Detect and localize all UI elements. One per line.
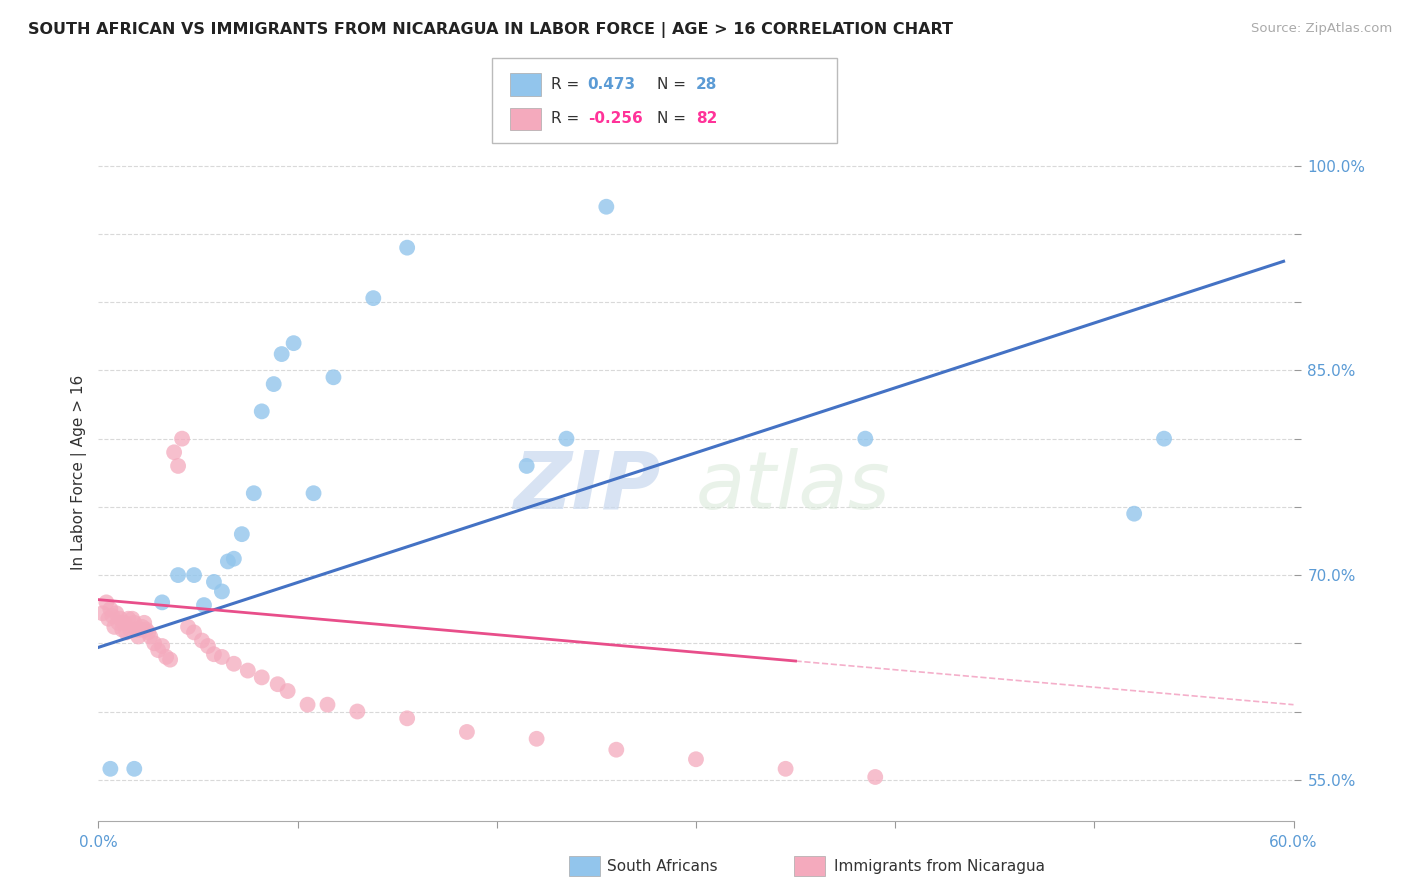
Point [202, 574, 225, 589]
Point [167, 568, 190, 582]
Text: Source: ZipAtlas.com: Source: ZipAtlas.com [1251, 22, 1392, 36]
Point [775, 762, 797, 776]
Text: 28: 28 [696, 77, 717, 92]
Point [202, 647, 225, 661]
Point [105, 607, 128, 621]
Point [150, 595, 173, 609]
Point [127, 630, 149, 644]
Point [863, 770, 886, 784]
Point [222, 657, 245, 671]
Point [159, 653, 181, 667]
Point [526, 731, 548, 746]
Point [167, 458, 190, 473]
Text: atlas: atlas [696, 448, 891, 525]
Point [1153, 432, 1175, 446]
Point [211, 649, 233, 664]
Point [685, 752, 707, 766]
Point [117, 612, 139, 626]
Text: R =: R = [551, 77, 579, 92]
Point [98, 602, 122, 616]
Point [277, 684, 299, 698]
Point [193, 598, 215, 612]
Text: 82: 82 [696, 112, 717, 127]
Point [250, 404, 273, 418]
Point [396, 241, 419, 255]
Point [363, 291, 385, 305]
Point [346, 705, 368, 719]
Point [101, 609, 124, 624]
Point [135, 623, 157, 637]
Point [124, 615, 146, 630]
Point [163, 445, 186, 459]
Text: -0.256: -0.256 [588, 112, 643, 127]
Point [91, 607, 114, 621]
Point [197, 639, 219, 653]
Text: Immigrants from Nicaragua: Immigrants from Nicaragua [834, 859, 1045, 873]
Point [270, 347, 292, 361]
Point [134, 615, 156, 630]
Point [98, 762, 122, 776]
Point [231, 527, 253, 541]
Point [297, 698, 319, 712]
Point [125, 623, 148, 637]
Point [139, 630, 162, 644]
Point [1123, 507, 1146, 521]
Point [516, 458, 538, 473]
Y-axis label: In Labor Force | Age > 16: In Labor Force | Age > 16 [72, 376, 87, 570]
Point [605, 742, 627, 756]
Point [129, 623, 152, 637]
Point [115, 625, 138, 640]
Point [110, 612, 132, 626]
Point [595, 200, 617, 214]
Point [172, 432, 194, 446]
Point [302, 486, 325, 500]
Text: ZIP: ZIP [513, 448, 661, 525]
Point [136, 625, 159, 640]
Point [107, 615, 129, 630]
Point [191, 633, 214, 648]
Point [211, 584, 233, 599]
Point [183, 568, 205, 582]
Point [243, 486, 266, 500]
Point [97, 612, 120, 626]
Point [555, 432, 578, 446]
Point [143, 636, 166, 650]
Point [222, 551, 245, 566]
Point [124, 762, 146, 776]
Point [150, 639, 173, 653]
Point [96, 595, 118, 609]
Point [131, 620, 153, 634]
Text: SOUTH AFRICAN VS IMMIGRANTS FROM NICARAGUA IN LABOR FORCE | AGE > 16 CORRELATION: SOUTH AFRICAN VS IMMIGRANTS FROM NICARAG… [28, 22, 953, 38]
Point [112, 615, 135, 630]
Point [120, 623, 142, 637]
Point [250, 670, 273, 684]
Point [316, 698, 339, 712]
Point [111, 623, 134, 637]
Text: N =: N = [657, 77, 686, 92]
Text: 0.473: 0.473 [588, 77, 636, 92]
Text: South Africans: South Africans [607, 859, 718, 873]
Point [396, 711, 419, 725]
Point [121, 612, 143, 626]
Point [263, 377, 285, 392]
Point [236, 664, 259, 678]
Point [155, 649, 177, 664]
Text: N =: N = [657, 112, 686, 127]
Point [183, 625, 205, 640]
Point [148, 643, 170, 657]
Point [267, 677, 290, 691]
Point [322, 370, 344, 384]
Point [1322, 780, 1344, 794]
Point [103, 620, 125, 634]
Point [217, 554, 239, 568]
Text: R =: R = [551, 112, 579, 127]
Point [177, 620, 200, 634]
Point [853, 432, 876, 446]
Point [283, 336, 305, 351]
Point [456, 725, 478, 739]
